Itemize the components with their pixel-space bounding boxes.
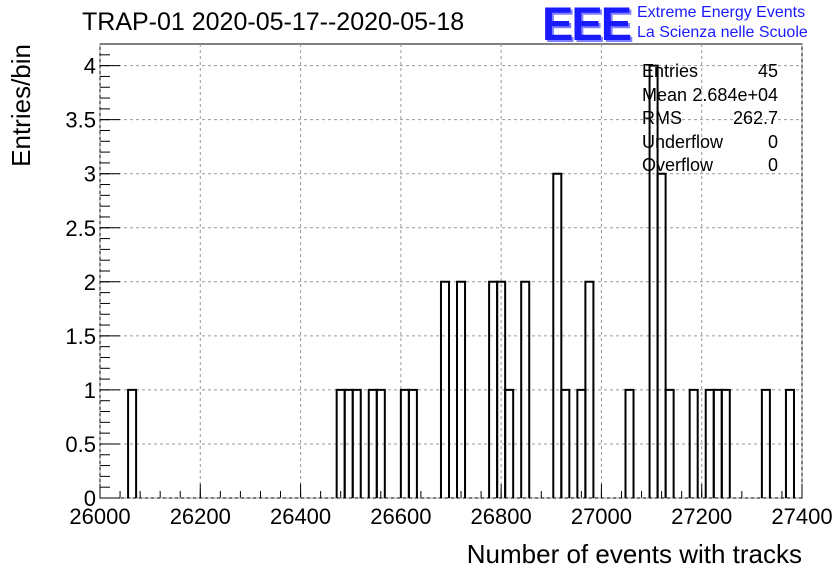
histogram-bin [688, 388, 699, 498]
histogram-bin [664, 388, 675, 498]
y-tick-label: 2 [84, 270, 96, 295]
stat-label: RMS [642, 108, 682, 128]
histogram-bin [407, 388, 418, 498]
stat-label: Entries [642, 61, 699, 81]
y-tick-label: 3.5 [65, 108, 96, 133]
logo-line-1: Extreme Energy Events [637, 4, 806, 21]
x-tick-label: 27400 [771, 504, 832, 529]
x-tick-label: 26600 [370, 504, 431, 529]
y-tick-label: 2.5 [65, 216, 96, 241]
stat-entries: Entries 45 [642, 60, 778, 84]
y-tick-label: 3 [84, 162, 96, 187]
y-axis-label: Entries/bin [6, 44, 36, 167]
stat-value: 2.684e+04 [692, 84, 778, 105]
stat-value: 0 [767, 131, 778, 152]
histogram-bin [624, 388, 635, 498]
histogram-bin [552, 172, 563, 498]
stat-value: 0 [767, 155, 778, 175]
stat-label: Mean [642, 84, 688, 105]
x-tick-label: 27000 [571, 504, 632, 529]
histogram-bin [456, 280, 467, 498]
histogram-bin [127, 388, 138, 498]
histogram-bin [784, 388, 795, 498]
x-tick-label: 26800 [471, 504, 532, 529]
stat-mean: Mean 2.684e+04 [642, 84, 778, 108]
histogram-bin [760, 388, 771, 498]
histogram-bin [720, 388, 731, 498]
stat-label: Underflow [642, 131, 724, 152]
histogram-bin [351, 388, 362, 498]
stat-overflow: Overflow 0 [642, 154, 778, 178]
y-tick-label: 1.5 [65, 324, 96, 349]
stat-value: 262.7 [732, 108, 778, 128]
x-tick-label: 26400 [270, 504, 331, 529]
y-tick-label: 4 [84, 54, 96, 79]
histogram-bin [584, 280, 595, 498]
histogram-bin [560, 388, 571, 498]
stats-box: Entries 45 Mean 2.684e+04 RMS 262.7 Unde… [642, 60, 778, 178]
histogram-bin [375, 388, 386, 498]
x-tick-label: 26000 [69, 504, 130, 529]
histogram-bin [439, 280, 450, 498]
histogram-bin [504, 388, 515, 498]
histogram-bin [520, 280, 531, 498]
histogram-bin [656, 172, 667, 498]
x-tick-label: 27200 [671, 504, 732, 529]
stat-label: Overflow [642, 155, 714, 175]
stat-rms: RMS 262.7 [642, 107, 778, 131]
stat-underflow: Underflow 0 [642, 131, 778, 155]
stat-value: 45 [757, 61, 778, 81]
chart-title: TRAP-01 2020-05-17--2020-05-18 [82, 8, 465, 36]
y-tick-label: 0 [84, 486, 96, 511]
x-tick-label: 26200 [170, 504, 231, 529]
eee-logo: EEE [542, 0, 632, 50]
y-tick-label: 0.5 [65, 432, 96, 457]
eee-logo-text: Extreme Energy Events La Scienza nelle S… [637, 3, 808, 43]
y-tick-label: 1 [84, 378, 96, 403]
logo-line-2: La Scienza nelle Scuole [637, 24, 808, 41]
x-axis-label: Number of events with tracks [467, 539, 802, 569]
